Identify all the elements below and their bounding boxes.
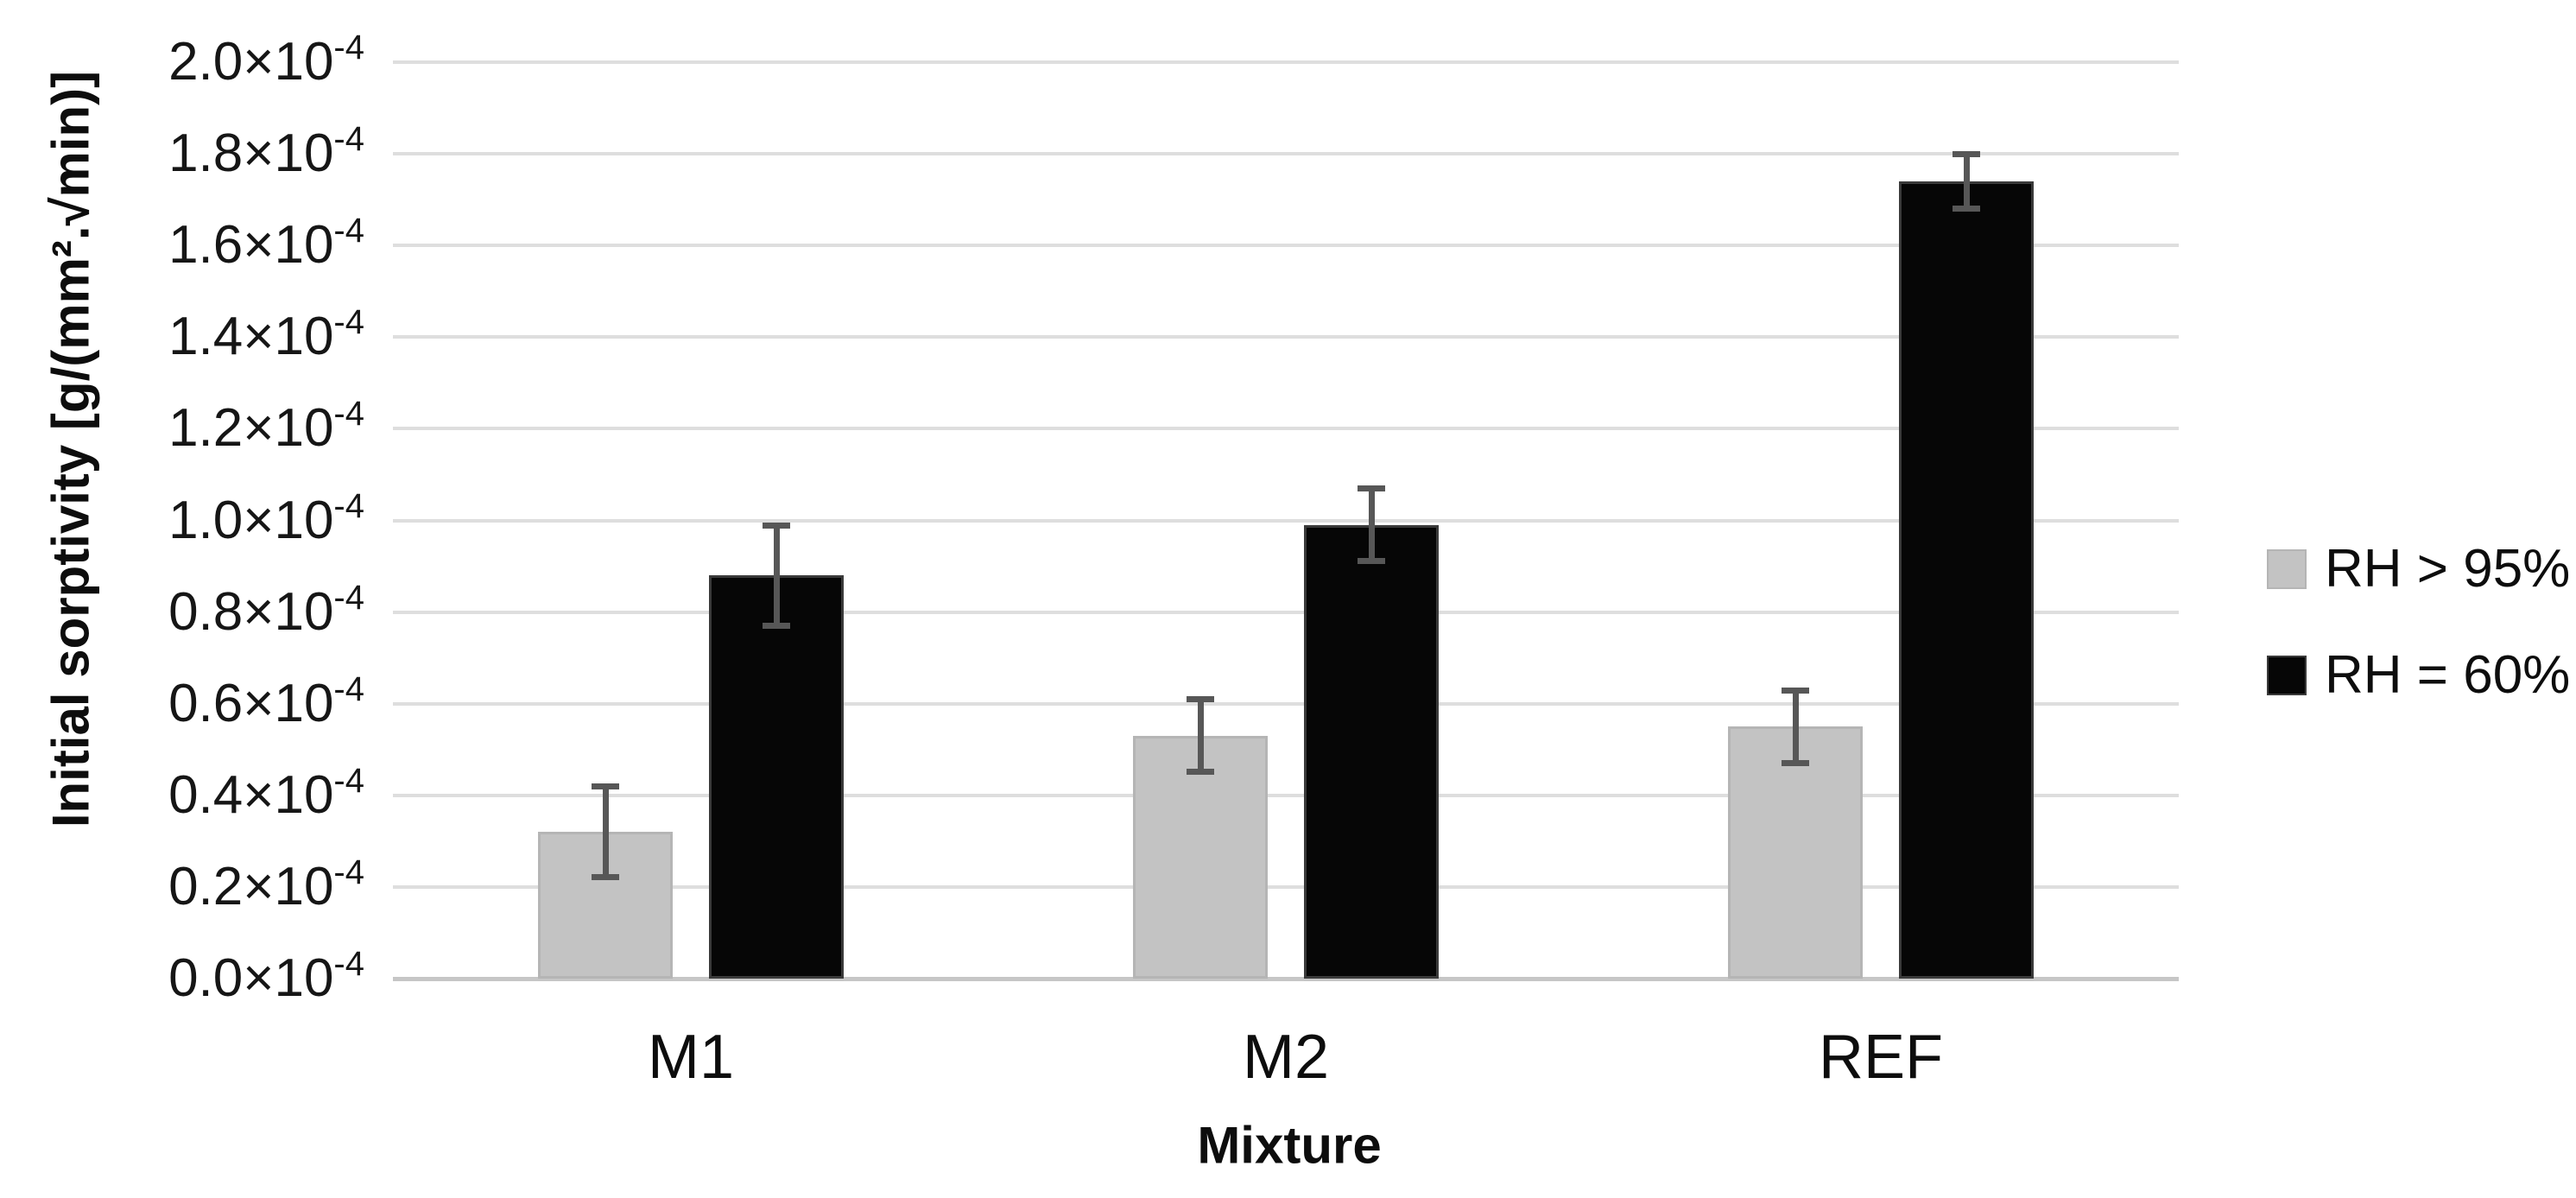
error-bar-rh-60-m1-stem xyxy=(773,525,780,626)
category-label-ref: REF xyxy=(1819,1023,1943,1092)
error-bar-rh-60-ref-cap-bottom xyxy=(1953,206,1980,212)
gridline xyxy=(393,335,2179,339)
y-tick-label: 1.2×10-4 xyxy=(168,395,364,458)
y-tick-label: 0.0×10-4 xyxy=(168,945,364,1008)
gridline xyxy=(393,794,2179,797)
gridline xyxy=(393,427,2179,430)
y-tick-label: 0.8×10-4 xyxy=(168,579,364,642)
y-tick-exponent: -4 xyxy=(333,395,364,433)
error-bar-rh-60-m1-cap-top xyxy=(763,523,790,529)
y-tick-label: 2.0×10-4 xyxy=(168,29,364,92)
y-tick-label: 1.0×10-4 xyxy=(168,487,364,550)
bar-rh-60-m1 xyxy=(709,575,844,979)
error-bar-rh-95-ref-cap-bottom xyxy=(1782,760,1809,766)
error-bar-rh-60-m2-cap-top xyxy=(1358,485,1385,491)
gridline xyxy=(393,244,2179,247)
y-tick-label: 1.4×10-4 xyxy=(168,303,364,366)
y-tick-exponent: -4 xyxy=(333,487,364,525)
gridline xyxy=(393,519,2179,523)
error-bar-rh-95-m2-cap-bottom xyxy=(1187,769,1214,775)
y-tick-exponent: -4 xyxy=(333,303,364,341)
legend-label-rh-60: RH = 60% xyxy=(2325,645,2571,705)
y-tick-label: 1.8×10-4 xyxy=(168,120,364,183)
error-bar-rh-60-ref-cap-top xyxy=(1953,151,1980,157)
error-bar-rh-95-m2-cap-top xyxy=(1187,696,1214,702)
y-tick-label: 0.2×10-4 xyxy=(168,853,364,916)
y-tick-label: 1.6×10-4 xyxy=(168,212,364,275)
error-bar-rh-95-m1-cap-top xyxy=(592,783,619,789)
error-bar-rh-95-ref-stem xyxy=(1792,690,1799,764)
x-axis-baseline xyxy=(393,977,2179,981)
x-axis-title: Mixture xyxy=(1197,1116,1382,1175)
error-bar-rh-60-m2-stem xyxy=(1368,488,1375,561)
category-label-m1: M1 xyxy=(647,1023,735,1092)
y-tick-label: 0.6×10-4 xyxy=(168,670,364,733)
legend-swatch-rh-95 xyxy=(2267,549,2307,589)
y-tick-exponent: -4 xyxy=(333,853,364,891)
gridline xyxy=(393,885,2179,889)
error-bar-rh-60-m1-cap-bottom xyxy=(763,623,790,629)
error-bar-rh-95-m2-stem xyxy=(1197,699,1204,772)
bar-rh-60-ref xyxy=(1899,181,2034,979)
legend-label-rh-95: RH > 95% xyxy=(2325,539,2571,599)
error-bar-rh-60-ref-stem xyxy=(1963,154,1970,209)
y-tick-exponent: -4 xyxy=(333,579,364,617)
y-tick-exponent: -4 xyxy=(333,212,364,250)
error-bar-rh-95-ref-cap-top xyxy=(1782,688,1809,694)
y-tick-exponent: -4 xyxy=(333,29,364,67)
error-bar-rh-60-m2-cap-bottom xyxy=(1358,558,1385,564)
error-bar-rh-95-m1-cap-bottom xyxy=(592,874,619,880)
gridline xyxy=(393,152,2179,155)
error-bar-rh-95-m1-stem xyxy=(602,786,609,878)
y-tick-exponent: -4 xyxy=(333,762,364,800)
y-tick-label: 0.4×10-4 xyxy=(168,762,364,825)
bar-rh-60-m2 xyxy=(1304,525,1439,979)
category-label-m2: M2 xyxy=(1242,1023,1330,1092)
gridline xyxy=(393,702,2179,706)
y-tick-exponent: -4 xyxy=(333,945,364,983)
gridline xyxy=(393,611,2179,614)
y-tick-exponent: -4 xyxy=(333,670,364,708)
legend-swatch-rh-60 xyxy=(2267,656,2307,695)
bar-rh-95-ref xyxy=(1728,726,1863,979)
y-tick-exponent: -4 xyxy=(333,120,364,158)
gridline xyxy=(393,60,2179,64)
